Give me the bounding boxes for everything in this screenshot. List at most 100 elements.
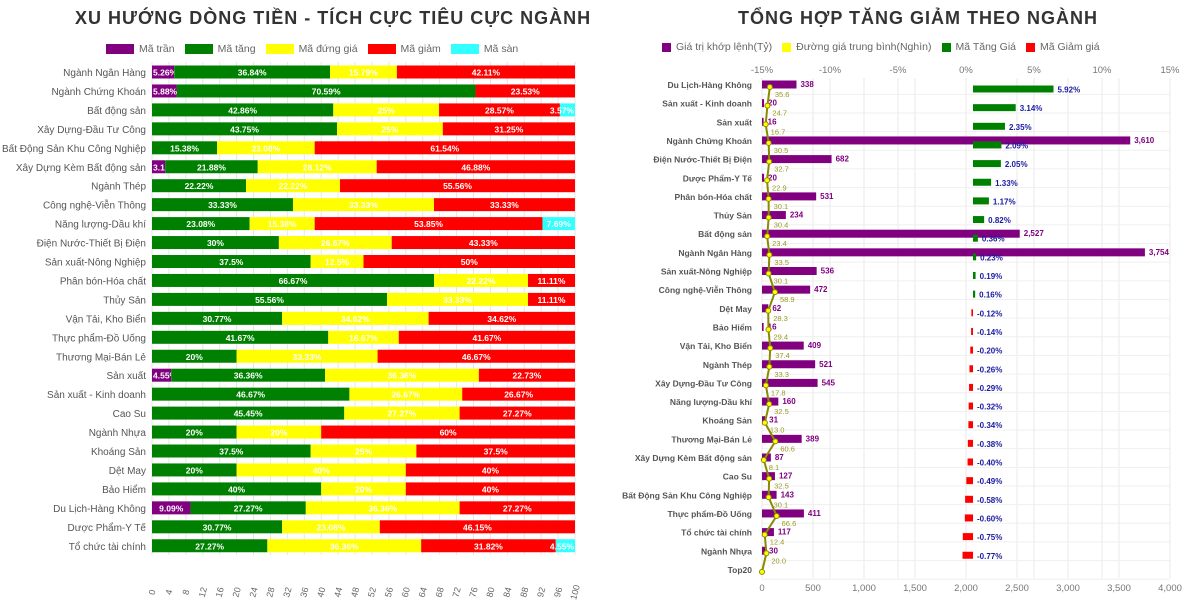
data-label: 36.84%	[238, 68, 267, 78]
category-label: Bảo Hiểm	[102, 484, 146, 496]
data-label: 41.67%	[472, 333, 501, 343]
data-label: 30.77%	[203, 522, 232, 532]
bar-segment	[165, 160, 258, 174]
avg-price-label: 58.9	[780, 295, 795, 304]
data-label: 15.38%	[170, 143, 199, 153]
bar-segment	[152, 292, 388, 306]
avg-price-label: 33.3	[774, 370, 789, 379]
decrease-bar	[970, 346, 973, 354]
data-label: 50%	[461, 257, 478, 267]
bar-segment	[152, 236, 279, 250]
top-axis-tick-label: -5%	[890, 65, 907, 76]
bar-segment	[475, 84, 575, 98]
data-label: 46.67%	[236, 390, 265, 400]
data-label: 26.67%	[321, 238, 350, 248]
value-label: 87	[775, 453, 784, 462]
bar-segment	[152, 444, 311, 458]
bar-segment	[152, 368, 172, 382]
bar-segment	[152, 179, 246, 193]
data-label: 23.53%	[511, 86, 540, 96]
percent-label: -0.26%	[977, 365, 1002, 374]
bar-segment	[459, 501, 575, 515]
category-label: Thủy Sản	[103, 294, 146, 306]
avg-price-point	[764, 233, 771, 240]
avg-price-point	[765, 214, 772, 221]
category-label: Ngành Nhựa	[89, 428, 147, 439]
data-label: 61.54%	[430, 143, 459, 153]
percent-label: 3.14%	[1020, 104, 1043, 113]
data-label: 25%	[378, 105, 395, 115]
avg-price-point	[767, 345, 774, 352]
increase-bar	[973, 290, 976, 298]
bar-segment	[379, 520, 575, 534]
bar-segment	[330, 65, 397, 79]
x-tick-label: 0	[147, 589, 158, 596]
legend-item[interactable]: Mã sàn	[450, 43, 519, 55]
increase-bar	[973, 234, 978, 242]
category-label: Phân bón-Hóa chất	[675, 192, 753, 202]
data-label: 42.86%	[228, 105, 257, 115]
bar-segment	[310, 444, 417, 458]
bar-segment	[152, 425, 237, 439]
legend-item[interactable]: Mã tăng	[184, 43, 256, 55]
category-label: Tổ chức tài chính	[69, 541, 146, 553]
decrease-bar	[968, 421, 973, 429]
increase-bar	[973, 216, 985, 224]
top-axis-tick-label: 5%	[1027, 65, 1041, 76]
data-label: 41.67%	[226, 333, 255, 343]
bar-segment	[428, 311, 576, 325]
category-label: Sản xuất - Kinh doanh	[662, 99, 752, 109]
x-tick-label: 100	[568, 584, 582, 601]
bottom-axis-tick-label: 0	[759, 583, 764, 594]
legend-item[interactable]: Giá trị khớp lệnh(Tỷ)	[662, 41, 772, 53]
bar-segment	[314, 141, 575, 155]
legend-item[interactable]: Đường giá trung bình(Nghìn)	[782, 41, 932, 53]
legend-swatch	[1026, 42, 1036, 52]
percent-label: 0.23%	[980, 253, 1003, 262]
avg-price-label: 30.1	[774, 277, 789, 286]
bottom-axis-tick-label: 1,000	[852, 583, 876, 594]
bar-segment	[376, 160, 575, 174]
legend-swatch	[265, 44, 294, 54]
bar-segment	[236, 463, 406, 477]
avg-price-point	[765, 494, 772, 501]
bar-segment	[152, 122, 338, 136]
category-label: Ngành Chứng Khoán	[51, 87, 146, 98]
percent-label: -0.38%	[977, 440, 1002, 449]
legend-item[interactable]: Mã giảm	[367, 43, 441, 55]
x-tick-label: 32	[281, 586, 293, 598]
category-label: Dược Phẩm-Y Tế	[683, 173, 752, 183]
value-label: 20	[768, 99, 777, 108]
value-label: 389	[806, 434, 820, 443]
value-label: 30	[769, 546, 778, 555]
bar-segment	[459, 406, 575, 420]
bar-segment	[152, 160, 166, 174]
avg-price-point	[764, 102, 771, 109]
top-axis-tick-label: 10%	[1092, 65, 1112, 76]
bar-segment	[152, 520, 283, 534]
bar-segment	[152, 463, 237, 477]
legend-item[interactable]: Mã Tăng Giá	[941, 41, 1016, 53]
avg-price-point	[772, 438, 779, 445]
value-label: 682	[836, 155, 850, 164]
bar-segment	[349, 387, 463, 401]
increase-bar	[973, 122, 1005, 130]
value-label: 2,527	[1024, 229, 1045, 238]
value-label: 531	[820, 192, 834, 201]
legend-item[interactable]: Mã trần	[106, 43, 175, 55]
legend-label: Mã sàn	[483, 43, 519, 55]
category-label: Khoáng Sản	[702, 416, 752, 426]
legend-item[interactable]: Mã Giảm giá	[1026, 41, 1100, 53]
decrease-bar	[971, 327, 973, 335]
category-label: Cao Su	[113, 409, 146, 420]
data-label: 33.33%	[208, 200, 237, 210]
data-label: 20%	[186, 352, 203, 362]
bar-segment	[528, 292, 575, 306]
category-label: Dệt May	[719, 304, 752, 314]
legend-item[interactable]: Mã đứng giá	[265, 43, 358, 55]
value-bar	[762, 248, 1145, 257]
category-label: Sản xuất-Nông Nghiệp	[661, 267, 752, 277]
data-label: 42.11%	[472, 68, 501, 78]
decrease-bar	[966, 477, 973, 485]
decrease-bar	[969, 365, 973, 373]
